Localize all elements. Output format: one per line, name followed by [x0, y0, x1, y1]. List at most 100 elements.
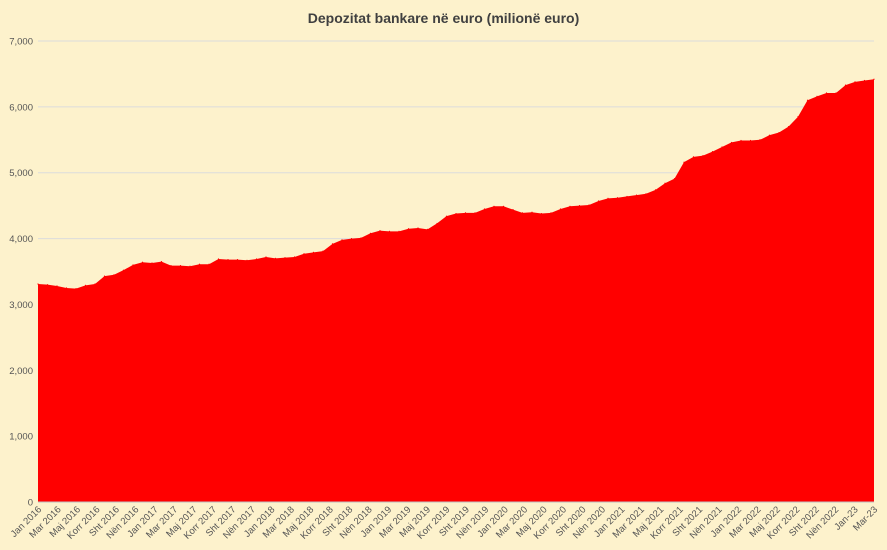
data-point [664, 182, 666, 184]
data-point [75, 288, 77, 290]
data-point [341, 239, 343, 241]
data-point [322, 250, 324, 252]
data-point [816, 95, 818, 97]
data-point [626, 195, 628, 198]
data-point [160, 261, 163, 263]
data-point [37, 283, 39, 285]
data-point [426, 228, 429, 230]
data-point [673, 178, 676, 180]
data-point [141, 261, 144, 263]
data-point [274, 257, 277, 259]
data-point [170, 264, 172, 267]
data-point [721, 146, 723, 148]
data-point [331, 243, 334, 245]
data-point [151, 262, 153, 264]
data-point [569, 205, 571, 207]
data-point [284, 257, 286, 259]
y-tick-label: 0 [28, 498, 33, 509]
data-point [255, 258, 258, 260]
data-point [436, 222, 438, 225]
data-point [407, 228, 410, 230]
data-point [303, 253, 305, 255]
y-tick-label: 7,000 [9, 37, 33, 48]
data-point [616, 197, 619, 199]
data-point [236, 259, 239, 261]
data-point [103, 275, 106, 277]
data-point [597, 200, 600, 202]
data-point [113, 274, 115, 276]
data-point [521, 212, 524, 214]
data-point [398, 230, 400, 232]
area-series [38, 79, 874, 502]
data-point [217, 258, 220, 260]
data-point [369, 232, 372, 234]
data-point [417, 227, 419, 229]
data-point [474, 212, 476, 214]
data-point [825, 92, 828, 94]
data-point [787, 126, 790, 128]
data-point [806, 99, 809, 101]
y-tick-label: 6,000 [9, 102, 33, 113]
y-tick-label: 1,000 [9, 432, 33, 443]
data-point [635, 194, 638, 196]
data-point [863, 79, 866, 82]
data-point [759, 139, 761, 141]
data-point [455, 212, 457, 215]
data-point [132, 264, 134, 266]
data-point [198, 263, 201, 265]
y-tick-label: 5,000 [9, 168, 33, 179]
data-point [702, 154, 704, 157]
data-point [445, 215, 448, 217]
data-point [778, 131, 780, 134]
data-point [379, 230, 381, 232]
data-point [350, 237, 353, 240]
data-point [388, 230, 391, 232]
data-point [464, 212, 467, 214]
data-point [844, 84, 847, 86]
data-point [502, 205, 505, 207]
data-point [740, 139, 742, 142]
data-point [607, 197, 609, 199]
data-point [873, 78, 875, 80]
data-point [179, 264, 182, 267]
data-point [312, 251, 315, 254]
data-point [645, 193, 647, 195]
data-point [540, 212, 543, 215]
data-point [493, 205, 495, 207]
data-point [512, 208, 514, 211]
data-point [293, 256, 296, 258]
data-point [692, 156, 695, 158]
data-point [711, 151, 714, 153]
data-point [768, 134, 771, 136]
data-point [654, 189, 657, 191]
data-point [246, 259, 248, 261]
data-point [797, 116, 799, 118]
data-point [531, 211, 533, 213]
chart-title: Depozitat bankare në euro (milionë euro) [307, 10, 580, 26]
data-point [94, 283, 96, 285]
data-point [749, 139, 752, 142]
data-point [483, 208, 486, 210]
data-point [683, 161, 685, 163]
data-point [208, 263, 210, 265]
data-point [265, 256, 267, 258]
data-point [588, 204, 590, 206]
data-point [84, 284, 87, 286]
y-tick-label: 3,000 [9, 300, 33, 311]
data-point [730, 141, 733, 144]
data-point [65, 287, 68, 289]
data-point [578, 205, 581, 207]
data-point [227, 259, 229, 261]
data-point [360, 237, 362, 239]
data-point [550, 212, 552, 214]
data-point [835, 92, 837, 94]
y-tick-label: 4,000 [9, 234, 33, 245]
data-point [854, 81, 856, 83]
data-point [122, 269, 125, 271]
data-point [56, 285, 58, 287]
data-point [46, 284, 49, 286]
y-tick-label: 2,000 [9, 366, 33, 377]
data-point [189, 265, 191, 267]
